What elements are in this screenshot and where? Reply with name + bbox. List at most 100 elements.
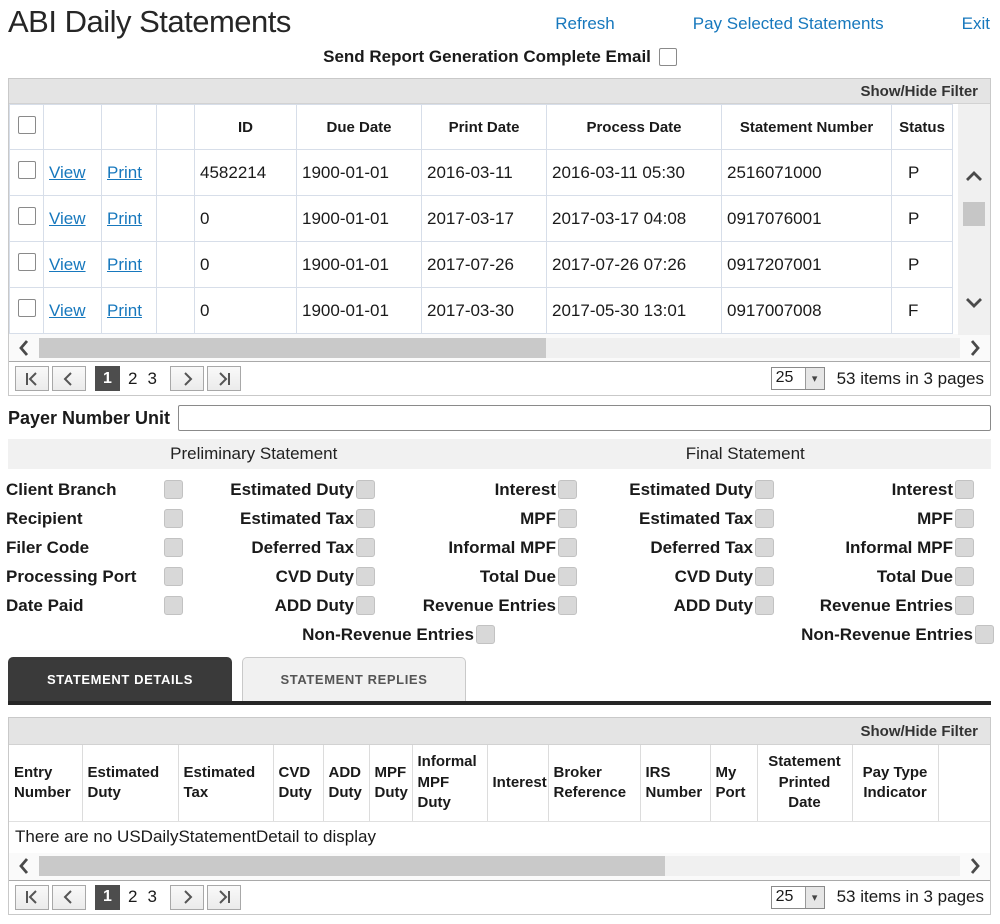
first-page-button[interactable]	[15, 884, 49, 910]
scroll-up-icon[interactable]	[965, 170, 983, 182]
view-link[interactable]: View	[49, 162, 86, 182]
select-caret-down-icon: ▾	[804, 886, 824, 908]
page-size-select[interactable]: 25 ▾	[770, 885, 825, 909]
send-report-label: Send Report Generation Complete Email	[323, 47, 651, 66]
last-page-button[interactable]	[206, 366, 241, 391]
filter-label-date-paid: Date Paid	[6, 595, 84, 615]
filter-label-final-cvd-duty: CVD Duty	[674, 566, 753, 586]
scroll-left-icon[interactable]	[9, 339, 39, 357]
prelim-non-revenue-entries-checkbox[interactable]	[476, 625, 495, 644]
page-size-select[interactable]: 25 ▾	[770, 367, 825, 390]
first-page-button[interactable]	[15, 366, 49, 391]
final-interest-checkbox[interactable]	[955, 480, 974, 499]
cell-print-date: 2017-03-17	[421, 195, 547, 242]
preliminary-statement-title: Preliminary Statement	[170, 444, 338, 463]
vertical-scrollbar-thumb[interactable]	[963, 202, 985, 226]
horizontal-scrollbar-thumb[interactable]	[39, 337, 546, 358]
cell-print-date: 2016-03-11	[421, 149, 547, 196]
row-select-checkbox[interactable]	[17, 207, 36, 225]
filter-label-final-estimated-duty: Estimated Duty	[629, 479, 753, 499]
col-header-mpf-duty: MPF Duty	[369, 745, 413, 822]
final-add-duty-checkbox[interactable]	[755, 596, 774, 615]
statements-table-container: Show/Hide Filter ID Due Date Print Date …	[8, 78, 991, 396]
prelim-revenue-entries-checkbox[interactable]	[558, 596, 577, 615]
exit-link[interactable]: Exit	[961, 14, 990, 33]
vertical-scrollbar[interactable]	[958, 104, 990, 335]
previous-page-button[interactable]	[52, 884, 86, 910]
prelim-informal-mpf-checkbox[interactable]	[558, 538, 577, 557]
scroll-down-icon[interactable]	[965, 297, 983, 309]
client-branch-checkbox[interactable]	[164, 480, 183, 499]
show-hide-filter-link[interactable]: Show/Hide Filter	[860, 723, 978, 740]
print-link[interactable]: Print	[107, 208, 142, 228]
row-select-checkbox[interactable]	[17, 299, 36, 317]
final-cvd-duty-checkbox[interactable]	[755, 567, 774, 586]
next-page-button[interactable]	[169, 884, 204, 910]
prelim-total-due-checkbox[interactable]	[558, 567, 577, 586]
final-mpf-checkbox[interactable]	[955, 509, 974, 528]
final-revenue-entries-checkbox[interactable]	[955, 596, 974, 615]
recipient-checkbox[interactable]	[164, 509, 183, 528]
final-non-revenue-entries-checkbox[interactable]	[975, 625, 994, 644]
prelim-estimated-tax-checkbox[interactable]	[356, 509, 375, 528]
page-3-button[interactable]: 3	[147, 887, 157, 906]
scroll-right-icon[interactable]	[960, 857, 990, 875]
cell-status: P	[891, 149, 953, 196]
horizontal-scrollbar-track[interactable]	[39, 856, 960, 876]
select-all-checkbox[interactable]	[17, 116, 36, 134]
show-hide-filter-link[interactable]: Show/Hide Filter	[860, 83, 978, 100]
filter-label-prelim-revenue-entries: Revenue Entries	[422, 595, 556, 615]
print-link[interactable]: Print	[107, 162, 142, 182]
cell-statement-number: 2516071000	[721, 149, 892, 196]
processing-port-checkbox[interactable]	[164, 567, 183, 586]
date-paid-checkbox[interactable]	[164, 596, 183, 615]
payer-number-unit-input[interactable]	[178, 405, 991, 431]
page-2-button[interactable]: 2	[128, 887, 138, 906]
prelim-interest-checkbox[interactable]	[558, 480, 577, 499]
final-informal-mpf-checkbox[interactable]	[955, 538, 974, 557]
filter-label-prelim-non-revenue-entries: Non-Revenue Entries	[302, 624, 474, 644]
previous-page-button[interactable]	[52, 366, 86, 391]
tab-statement-details[interactable]: STATEMENT DETAILS	[8, 657, 232, 701]
page-3-button[interactable]: 3	[147, 368, 157, 388]
horizontal-scrollbar-thumb[interactable]	[39, 856, 666, 876]
final-estimated-tax-checkbox[interactable]	[755, 509, 774, 528]
next-page-button[interactable]	[169, 366, 204, 391]
page-2-button[interactable]: 2	[128, 368, 138, 388]
current-page-button[interactable]: 1	[95, 366, 120, 391]
final-deferred-tax-checkbox[interactable]	[755, 538, 774, 557]
prelim-estimated-duty-checkbox[interactable]	[356, 480, 375, 499]
current-page-button[interactable]: 1	[95, 884, 120, 910]
prelim-deferred-tax-checkbox[interactable]	[356, 538, 375, 557]
prelim-mpf-checkbox[interactable]	[558, 509, 577, 528]
horizontal-scrollbar[interactable]	[9, 852, 990, 880]
final-estimated-duty-checkbox[interactable]	[755, 480, 774, 499]
cell-process-date: 2017-07-26 07:26	[546, 241, 722, 288]
scroll-right-icon[interactable]	[960, 339, 990, 357]
tab-statement-replies[interactable]: STATEMENT REPLIES	[242, 657, 466, 701]
print-link[interactable]: Print	[107, 254, 142, 274]
cell-status: P	[891, 195, 953, 242]
row-select-checkbox[interactable]	[17, 161, 36, 179]
view-link[interactable]: View	[49, 300, 86, 320]
col-header-estimated-tax: Estimated Tax	[178, 745, 274, 822]
statement-details-container: Show/Hide Filter Entry Number Estimated …	[8, 717, 991, 915]
print-link[interactable]: Print	[107, 300, 142, 320]
view-link[interactable]: View	[49, 254, 86, 274]
horizontal-scrollbar-track[interactable]	[39, 337, 960, 358]
refresh-link[interactable]: Refresh	[555, 14, 615, 33]
horizontal-scrollbar[interactable]	[9, 334, 990, 361]
last-page-button[interactable]	[206, 884, 241, 910]
col-header-id: ID	[194, 104, 297, 150]
send-report-checkbox[interactable]	[658, 48, 677, 66]
pay-selected-statements-link[interactable]: Pay Selected Statements	[692, 14, 884, 33]
row-select-checkbox[interactable]	[17, 253, 36, 271]
prelim-cvd-duty-checkbox[interactable]	[356, 567, 375, 586]
filer-code-checkbox[interactable]	[164, 538, 183, 557]
filter-label-final-total-due: Total Due	[876, 566, 953, 586]
prelim-add-duty-checkbox[interactable]	[356, 596, 375, 615]
scroll-left-icon[interactable]	[9, 857, 39, 875]
view-link[interactable]: View	[49, 208, 86, 228]
final-total-due-checkbox[interactable]	[955, 567, 974, 586]
table-row: View Print 0 1900-01-01 2017-07-26 2017-…	[9, 241, 953, 288]
